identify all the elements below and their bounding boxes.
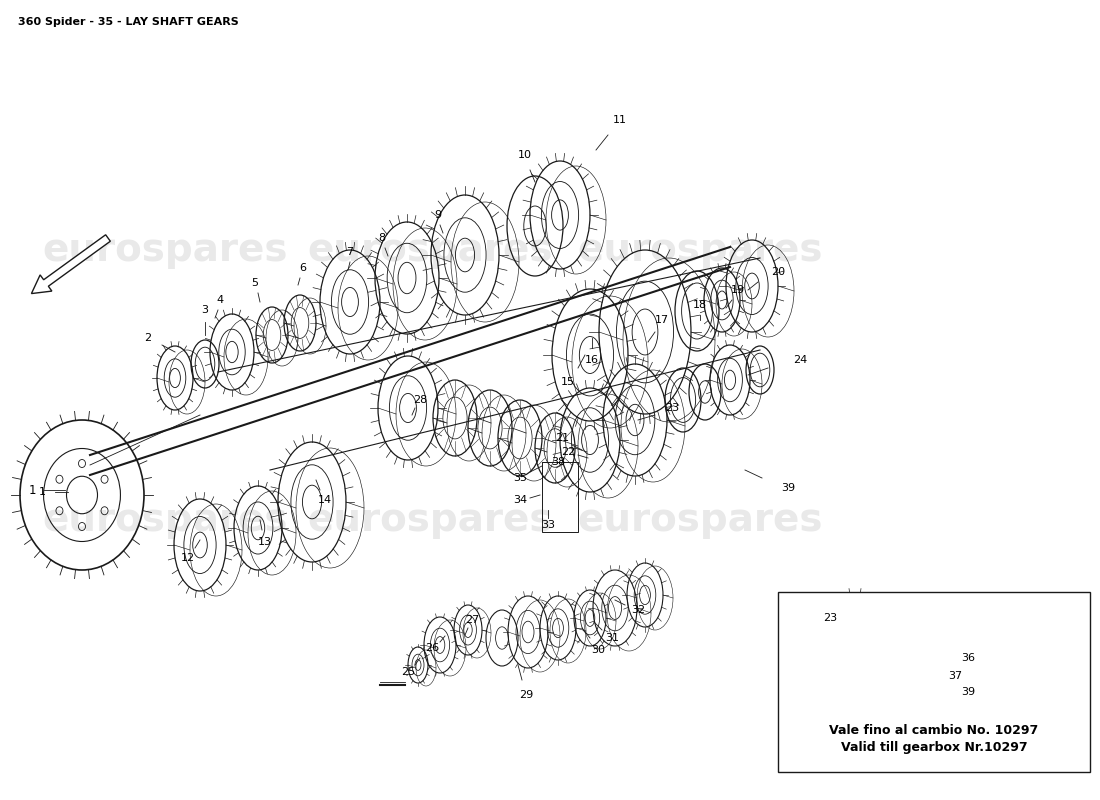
Text: 20: 20 — [771, 267, 785, 277]
Text: 33: 33 — [541, 520, 556, 530]
Text: 13: 13 — [258, 537, 272, 547]
Text: 2: 2 — [144, 333, 152, 343]
Text: eurospares: eurospares — [578, 231, 823, 269]
Text: 11: 11 — [613, 115, 627, 125]
Text: 30: 30 — [591, 645, 605, 655]
Text: 12: 12 — [180, 553, 195, 563]
Text: 360 Spider - 35 - LAY SHAFT GEARS: 360 Spider - 35 - LAY SHAFT GEARS — [18, 17, 239, 27]
Text: 28: 28 — [412, 395, 427, 405]
Text: 29: 29 — [519, 690, 534, 700]
Text: 16: 16 — [585, 355, 600, 365]
Text: 24: 24 — [793, 355, 807, 365]
Bar — [542, 462, 578, 532]
Text: 19: 19 — [730, 285, 745, 295]
Text: 37: 37 — [948, 671, 962, 681]
Text: eurospares: eurospares — [42, 231, 288, 269]
Text: 27: 27 — [465, 615, 480, 625]
Text: 35: 35 — [513, 473, 527, 483]
Text: 4: 4 — [217, 295, 223, 305]
Text: 15: 15 — [561, 377, 575, 387]
Text: 5: 5 — [252, 278, 258, 288]
Text: 21: 21 — [554, 433, 569, 443]
Text: 34: 34 — [513, 495, 527, 505]
Text: 7: 7 — [346, 247, 353, 257]
Text: 39: 39 — [781, 483, 795, 493]
Text: Valid till gearbox Nr.10297: Valid till gearbox Nr.10297 — [840, 742, 1027, 754]
Text: 17: 17 — [654, 315, 669, 325]
Text: 8: 8 — [378, 233, 386, 243]
Bar — [778, 592, 1090, 772]
Text: 1: 1 — [29, 483, 35, 497]
FancyArrow shape — [32, 234, 110, 294]
Text: eurospares: eurospares — [307, 231, 552, 269]
Text: 3: 3 — [201, 305, 209, 315]
Text: 9: 9 — [434, 210, 441, 220]
Text: eurospares: eurospares — [42, 501, 288, 539]
Text: 14: 14 — [318, 495, 332, 505]
Text: 23: 23 — [823, 613, 837, 623]
Text: 22: 22 — [561, 447, 575, 457]
Text: 31: 31 — [605, 633, 619, 643]
Text: 1: 1 — [39, 487, 45, 497]
Text: 38: 38 — [551, 457, 565, 467]
Text: Vale fino al cambio No. 10297: Vale fino al cambio No. 10297 — [829, 723, 1038, 737]
Text: 6: 6 — [299, 263, 307, 273]
Text: 32: 32 — [631, 605, 645, 615]
Text: eurospares: eurospares — [307, 501, 552, 539]
Text: 36: 36 — [961, 653, 975, 663]
Text: 23: 23 — [664, 403, 679, 413]
Text: 25: 25 — [400, 667, 415, 677]
Text: 39: 39 — [961, 687, 975, 697]
Text: 10: 10 — [518, 150, 532, 160]
Text: 26: 26 — [425, 643, 439, 653]
Text: eurospares: eurospares — [578, 501, 823, 539]
Text: 18: 18 — [693, 300, 707, 310]
